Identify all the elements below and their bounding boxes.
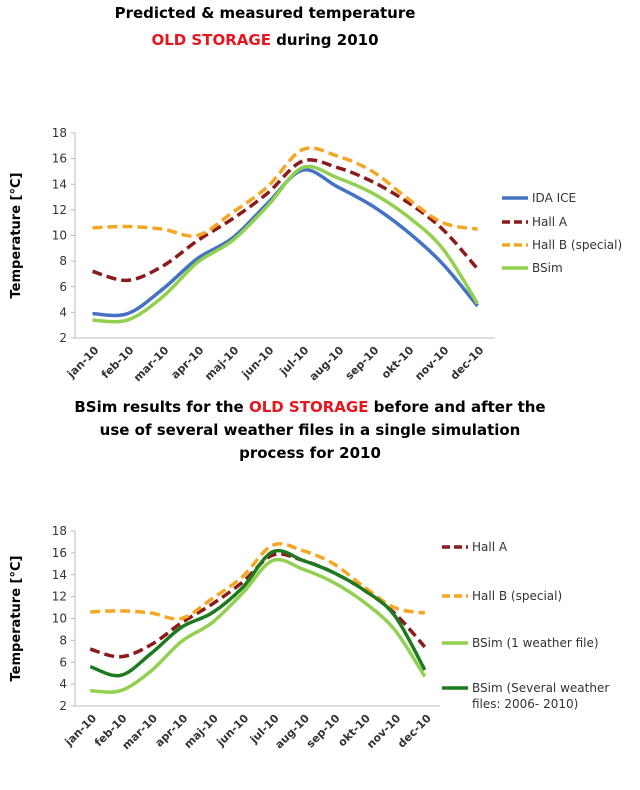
legend-swatch xyxy=(442,641,468,645)
y-tick-label: 18 xyxy=(52,524,67,538)
y-tick-label: 14 xyxy=(52,568,67,582)
legend-swatch xyxy=(442,594,468,598)
y-tick-label: 6 xyxy=(59,280,67,294)
x-tick-label: nov-10 xyxy=(412,344,451,383)
x-tick-label: maj-10 xyxy=(202,344,242,384)
series-line xyxy=(92,164,479,324)
chart-title: Predicted & measured temperature xyxy=(115,4,416,22)
legend-item: Hall B (special) xyxy=(440,588,630,604)
y-tick-label: 16 xyxy=(52,152,67,166)
y-tick-label: 8 xyxy=(59,254,67,268)
series-line xyxy=(92,168,479,318)
x-tick-label: dec-10 xyxy=(448,344,487,383)
chart-title: process for 2010 xyxy=(239,444,381,462)
title-part: OLD STORAGE xyxy=(151,31,271,49)
legend-label: BSim xyxy=(532,261,563,275)
y-tick-label: 2 xyxy=(59,699,67,713)
legend-item: BSim xyxy=(500,260,635,276)
y-tick-label: 8 xyxy=(59,633,67,647)
y-tick-label: 12 xyxy=(52,203,67,217)
title-part: BSim results for the xyxy=(74,398,249,416)
x-tick-label: maj-10 xyxy=(182,712,222,752)
legend-swatch xyxy=(502,266,528,270)
x-tick-label: sep-10 xyxy=(304,712,343,751)
legend-label: Hall B (special) xyxy=(532,238,623,252)
x-tick-label: jun-10 xyxy=(214,712,252,750)
title-part: use of several weather files in a single… xyxy=(100,421,521,439)
x-tick-label: mar-10 xyxy=(131,344,172,385)
y-axis-title: Temperature [°C] xyxy=(9,556,24,682)
legend-swatch xyxy=(502,220,528,224)
y-tick-label: 16 xyxy=(52,546,67,560)
legend-label: Hall A xyxy=(472,540,508,554)
x-tick-label: jan-10 xyxy=(62,712,100,750)
y-tick-label: 10 xyxy=(52,229,67,243)
title-part: OLD STORAGE xyxy=(249,398,369,416)
x-tick-label: aug-10 xyxy=(307,344,347,384)
title-part: during 2010 xyxy=(271,31,379,49)
legend-label: IDA ICE xyxy=(532,191,577,205)
x-tick-label: apr-10 xyxy=(169,344,207,382)
chart-title: OLD STORAGE during 2010 xyxy=(151,31,378,49)
x-tick-label: jan-10 xyxy=(64,344,102,382)
legend-item: IDA ICE xyxy=(500,190,635,206)
title-part: Predicted & measured temperature xyxy=(115,4,416,22)
series-line xyxy=(90,557,427,694)
legend-swatch xyxy=(502,196,528,200)
legend-label: Hall A xyxy=(532,215,568,229)
series-line xyxy=(92,146,478,238)
y-tick-label: 10 xyxy=(52,612,67,626)
y-tick-label: 12 xyxy=(52,590,67,604)
legend-item: Hall A xyxy=(500,214,635,230)
legend-item: Hall A xyxy=(440,539,630,555)
legend-label: BSim (Several weather files: 2006- 2010) xyxy=(472,681,610,711)
y-tick-label: 4 xyxy=(59,677,67,691)
legend-swatch xyxy=(502,243,528,247)
legend-swatch xyxy=(442,545,468,549)
legend-item: Hall B (special) xyxy=(500,237,635,253)
y-tick-label: 6 xyxy=(59,655,67,669)
legend-item: BSim (1 weather file) xyxy=(440,635,630,651)
y-tick-label: 18 xyxy=(52,126,67,140)
legend-swatch xyxy=(442,686,468,690)
x-tick-label: jun-10 xyxy=(239,344,277,382)
chart-title: BSim results for the OLD STORAGE before … xyxy=(74,398,545,416)
legend-label: BSim (1 weather file) xyxy=(472,636,599,650)
x-tick-label: sep-10 xyxy=(343,344,382,383)
y-tick-label: 14 xyxy=(52,177,67,191)
title-part: process for 2010 xyxy=(239,444,381,462)
x-tick-label: okt-10 xyxy=(379,344,417,382)
title-part: before and after the xyxy=(368,398,545,416)
legend-label: Hall B (special) xyxy=(472,589,563,603)
chart-title: use of several weather files in a single… xyxy=(100,421,521,439)
y-tick-label: 4 xyxy=(59,305,67,319)
series-line xyxy=(89,548,427,678)
y-axis-title: Temperature [°C] xyxy=(9,173,24,299)
y-tick-label: 2 xyxy=(59,331,67,345)
series-line xyxy=(91,158,479,283)
legend-item: BSim (Several weather files: 2006- 2010) xyxy=(440,680,630,712)
x-tick-label: dec-10 xyxy=(395,712,434,751)
series-line xyxy=(90,542,426,621)
x-tick-label: aug-10 xyxy=(272,712,312,752)
